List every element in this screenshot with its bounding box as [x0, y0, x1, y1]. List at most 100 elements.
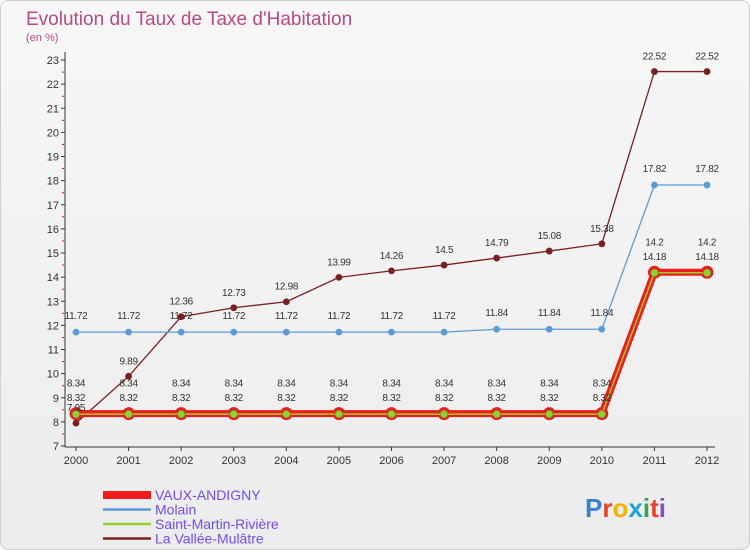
data-label: 14.2: [645, 237, 664, 248]
data-label: 8.32: [382, 393, 401, 404]
y-tick-label: 17: [47, 200, 59, 212]
legend-label: VAUX-ANDIGNY: [155, 487, 261, 503]
point-molain: [545, 325, 553, 333]
data-label: 11.72: [275, 311, 299, 322]
point-la-vallee-mulatre: [177, 313, 185, 321]
data-label: 8.34: [540, 379, 559, 390]
y-tick-label: 23: [47, 55, 59, 67]
data-label: 11.72: [222, 311, 246, 322]
point-saint-martin-riviere: [229, 409, 238, 419]
y-tick-label: 14: [47, 272, 59, 284]
x-tick-label: 2005: [327, 455, 351, 467]
series-line-la-vallee-mulatre: [75, 70, 707, 424]
point-saint-martin-riviere: [334, 409, 344, 419]
data-label: 8.32: [67, 393, 86, 404]
data-label: 11.72: [117, 311, 141, 322]
data-label: 15.08: [537, 231, 561, 242]
point-molain: [440, 328, 448, 336]
data-label: 8.32: [488, 393, 507, 404]
data-label: 8.34: [593, 379, 612, 390]
point-molain: [598, 325, 606, 333]
point-la-vallee-mulatre: [72, 419, 80, 427]
point-la-vallee-mulatre: [545, 247, 553, 255]
data-label: 8.32: [435, 393, 454, 404]
point-la-vallee-mulatre: [282, 298, 290, 306]
point-saint-martin-riviere: [124, 409, 133, 419]
proxiti-logo: Proxiti: [585, 493, 666, 523]
data-label: 8.34: [67, 379, 86, 390]
data-label: 9.89: [119, 356, 138, 367]
data-label: 22.52: [643, 52, 667, 63]
data-label: 11.72: [170, 311, 194, 322]
x-tick-label: 2012: [695, 455, 719, 467]
data-label: 8.32: [225, 393, 244, 404]
y-tick-label: 10: [47, 369, 59, 381]
point-la-vallee-mulatre: [388, 267, 395, 275]
legend: VAUX-ANDIGNYMolainSaint-Martin-RivièreLa…: [103, 487, 279, 547]
point-molain: [177, 328, 185, 336]
data-label: 7.95: [67, 403, 86, 414]
data-label: 22.52: [695, 52, 719, 63]
data-labels: 8.34 8.34 8.34 8.34 8.34 8.34 8.34 8.34 8.34 8.34…: [65, 52, 720, 415]
point-saint-martin-riviere: [545, 409, 554, 419]
point-saint-martin-riviere: [702, 268, 712, 277]
data-label: 8.34: [330, 379, 349, 390]
y-tick-label: 7: [53, 441, 59, 453]
data-label: 15.38: [590, 224, 614, 235]
y-tick-label: 19: [47, 152, 59, 164]
x-tick-label: 2000: [64, 455, 88, 467]
data-label: 12.36: [169, 297, 193, 308]
data-label: 11.84: [485, 308, 509, 319]
y-tick-label: 8: [53, 417, 59, 429]
point-saint-martin-riviere: [176, 409, 186, 419]
data-label: 14.18: [643, 252, 667, 263]
data-label: 14.18: [695, 252, 719, 263]
point-molain: [493, 325, 501, 333]
point-molain: [335, 328, 343, 336]
data-label: 11.84: [538, 308, 562, 319]
data-label: 12.98: [275, 282, 299, 293]
point-molain: [651, 181, 658, 189]
data-label: 8.32: [277, 393, 296, 404]
data-label: 14.2: [698, 237, 717, 248]
point-saint-martin-riviere: [597, 409, 607, 419]
point-saint-martin-riviere: [492, 409, 501, 419]
data-label: 8.32: [330, 393, 349, 404]
point-la-vallee-mulatre: [125, 372, 132, 380]
data-label: 8.34: [225, 379, 244, 390]
point-la-vallee-mulatre: [703, 68, 711, 75]
data-label: 8.34: [488, 379, 507, 390]
x-tick-label: 2008: [484, 455, 508, 467]
point-saint-martin-riviere: [650, 268, 659, 277]
data-label: 11.84: [590, 308, 614, 319]
y-tick-label: 15: [47, 248, 59, 260]
data-label: 8.32: [119, 393, 138, 404]
y-tick-label: 13: [47, 296, 59, 308]
point-molain: [703, 181, 711, 189]
series-lines: [69, 68, 714, 427]
point-la-vallee-mulatre: [440, 261, 448, 269]
y-tick-label: 18: [47, 176, 59, 188]
y-tick-label: 9: [53, 393, 59, 405]
point-saint-martin-riviere: [71, 409, 81, 419]
point-la-vallee-mulatre: [598, 240, 606, 248]
x-tick-label: 2003: [222, 455, 246, 467]
point-molain: [125, 328, 132, 336]
y-tick-label: 20: [47, 127, 59, 139]
legend-label: Saint-Martin-Rivière: [155, 516, 279, 532]
point-saint-martin-riviere: [282, 409, 291, 419]
point-la-vallee-mulatre: [493, 254, 501, 262]
point-molain: [72, 328, 80, 336]
point-la-vallee-mulatre: [335, 273, 343, 281]
data-label: 17.82: [643, 164, 667, 175]
y-tick-label: 16: [47, 224, 59, 236]
y-tick-label: 22: [47, 79, 59, 91]
data-label: 8.34: [277, 379, 296, 390]
data-label: 11.72: [380, 311, 404, 322]
data-label: 14.5: [435, 245, 454, 256]
x-tick-label: 2007: [432, 455, 456, 467]
data-label: 8.32: [172, 393, 191, 404]
x-tick-label: 2006: [379, 455, 403, 467]
data-label: 8.32: [593, 393, 612, 404]
